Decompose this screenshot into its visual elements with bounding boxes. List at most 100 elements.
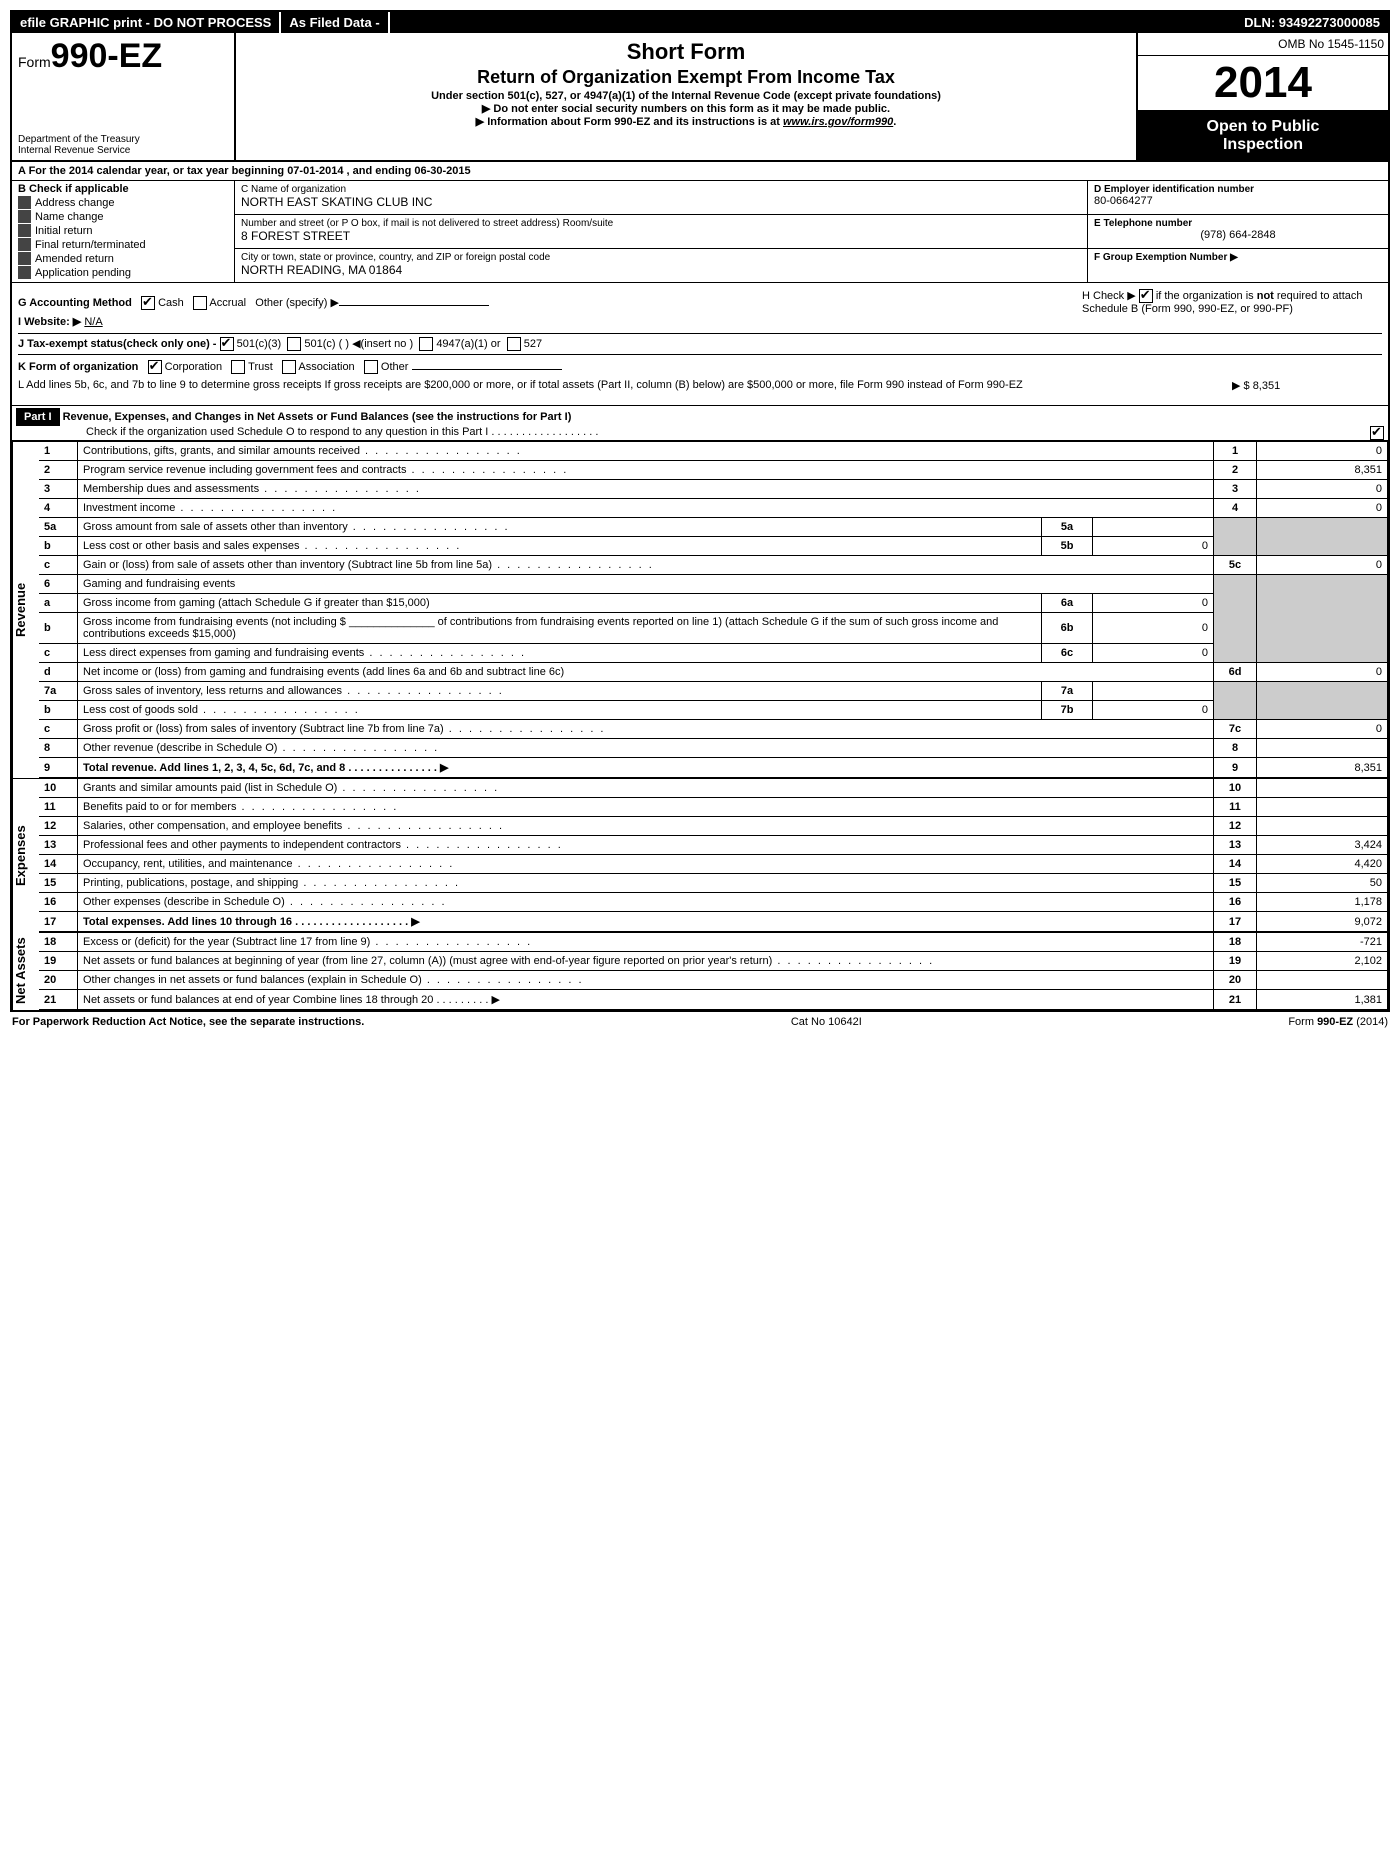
chk-pending[interactable]: Application pending	[18, 266, 228, 279]
check-501c[interactable]	[287, 337, 301, 351]
line-7c: cGross profit or (loss) from sales of in…	[39, 720, 1388, 739]
check-trust[interactable]	[231, 360, 245, 374]
street-val: 8 FOREST STREET	[241, 229, 1081, 243]
part1-badge: Part I	[16, 408, 60, 426]
check-accrual[interactable]	[193, 296, 207, 310]
title2: Return of Organization Exempt From Incom…	[246, 67, 1126, 88]
e-val: (978) 664-2848	[1094, 229, 1382, 241]
line-7b: bLess cost of goods sold7b0	[39, 701, 1388, 720]
line-5c: cGain or (loss) from sale of assets othe…	[39, 556, 1388, 575]
box-e: E Telephone number (978) 664-2848	[1088, 215, 1388, 249]
revenue-section: Revenue 1Contributions, gifts, grants, a…	[12, 441, 1388, 778]
line-h: H Check ▶ if the organization is not req…	[1082, 289, 1382, 315]
line-17: 17Total expenses. Add lines 10 through 1…	[39, 912, 1388, 932]
check-cash[interactable]	[141, 296, 155, 310]
section-bcdef: B Check if applicable Address change Nam…	[12, 181, 1388, 283]
footer-mid: Cat No 10642I	[791, 1016, 862, 1028]
line-3: 3Membership dues and assessments30	[39, 480, 1388, 499]
chk-amended[interactable]: Amended return	[18, 252, 228, 265]
street-label: Number and street (or P O box, if mail i…	[241, 218, 1081, 229]
note1: ▶ Do not enter social security numbers o…	[246, 102, 1126, 115]
title1: Short Form	[246, 39, 1126, 65]
dept2: Internal Revenue Service	[18, 145, 228, 156]
box-d: D Employer identification number 80-0664…	[1088, 181, 1388, 215]
check-h[interactable]	[1139, 289, 1153, 303]
checkbox-icon	[18, 252, 31, 265]
check-4947[interactable]	[419, 337, 433, 351]
line-15: 15Printing, publications, postage, and s…	[39, 874, 1388, 893]
chk-initial[interactable]: Initial return	[18, 224, 228, 237]
org-name-row: C Name of organization NORTH EAST SKATIN…	[235, 181, 1087, 215]
form-num: 990-EZ	[51, 37, 163, 75]
check-corp[interactable]	[148, 360, 162, 374]
line-12: 12Salaries, other compensation, and empl…	[39, 817, 1388, 836]
note2-post: .	[893, 116, 896, 128]
checkbox-icon	[18, 238, 31, 251]
open-inspection: Open to Public Inspection	[1138, 112, 1388, 160]
line-4: 4Investment income40	[39, 499, 1388, 518]
line-14: 14Occupancy, rent, utilities, and mainte…	[39, 855, 1388, 874]
irs-link[interactable]: www.irs.gov/form990	[783, 116, 893, 128]
dept-block: Department of the Treasury Internal Reve…	[18, 134, 228, 156]
part1-title: Revenue, Expenses, and Changes in Net As…	[63, 411, 572, 423]
org-name: NORTH EAST SKATING CLUB INC	[241, 195, 1081, 209]
checkbox-icon	[18, 196, 31, 209]
header-right: OMB No 1545-1150 2014 Open to Public Ins…	[1136, 33, 1388, 160]
line-1: 1Contributions, gifts, grants, and simil…	[39, 442, 1388, 461]
box-def: D Employer identification number 80-0664…	[1088, 181, 1388, 282]
website-val: N/A	[84, 316, 102, 328]
line-18: 18Excess or (deficit) for the year (Subt…	[39, 933, 1388, 952]
chk-namechange[interactable]: Name change	[18, 210, 228, 223]
open2: Inspection	[1144, 136, 1382, 154]
footer-right: Form 990-EZ (2014)	[1288, 1016, 1388, 1028]
subtitle: Under section 501(c), 527, or 4947(a)(1)…	[246, 90, 1126, 102]
other-fill[interactable]	[339, 305, 489, 306]
line-5a: 5aGross amount from sale of assets other…	[39, 518, 1388, 537]
note2-pre: ▶ Information about Form 990-EZ and its …	[476, 116, 783, 128]
checkbox-icon	[18, 224, 31, 237]
footer: For Paperwork Reduction Act Notice, see …	[10, 1012, 1390, 1032]
check-527[interactable]	[507, 337, 521, 351]
line-20: 20Other changes in net assets or fund ba…	[39, 971, 1388, 990]
top-bar: efile GRAPHIC print - DO NOT PROCESS As …	[12, 12, 1388, 33]
netassets-label: Net Assets	[12, 932, 39, 1010]
form-number: Form990-EZ	[18, 37, 228, 76]
line-16: 16Other expenses (describe in Schedule O…	[39, 893, 1388, 912]
check-schedO[interactable]	[1370, 426, 1384, 440]
d-val: 80-0664277	[1094, 195, 1382, 207]
line-7a: 7aGross sales of inventory, less returns…	[39, 682, 1388, 701]
checkbox-icon	[18, 210, 31, 223]
part1-header-row: Part I Revenue, Expenses, and Changes in…	[12, 406, 1388, 441]
line-a: A For the 2014 calendar year, or tax yea…	[12, 162, 1388, 181]
header-row: Form990-EZ Department of the Treasury In…	[12, 33, 1388, 162]
e-label: E Telephone number	[1094, 218, 1382, 229]
dept1: Department of the Treasury	[18, 134, 228, 145]
efile-label: efile GRAPHIC print - DO NOT PROCESS	[12, 12, 281, 33]
chk-final[interactable]: Final return/terminated	[18, 238, 228, 251]
form-container: efile GRAPHIC print - DO NOT PROCESS As …	[10, 10, 1390, 1012]
line-k: K Form of organization Corporation Trust…	[18, 360, 1382, 374]
line-l-text: L Add lines 5b, 6c, and 7b to line 9 to …	[18, 379, 1232, 392]
line-l-amt: ▶ $ 8,351	[1232, 379, 1382, 392]
line-a-text: A For the 2014 calendar year, or tax yea…	[12, 162, 1388, 180]
line-j: J Tax-exempt status(check only one) - 50…	[18, 333, 1382, 355]
street-row: Number and street (or P O box, if mail i…	[235, 215, 1087, 249]
open1: Open to Public	[1144, 118, 1382, 136]
part1-check: Check if the organization used Schedule …	[16, 426, 598, 438]
check-assoc[interactable]	[282, 360, 296, 374]
line-6: 6Gaming and fundraising events	[39, 575, 1388, 594]
box-b-title: B Check if applicable	[18, 183, 228, 195]
check-other[interactable]	[364, 360, 378, 374]
line-i: I Website: ▶ N/A	[18, 315, 1382, 328]
d-label: D Employer identification number	[1094, 184, 1382, 195]
line-6a: aGross income from gaming (attach Schedu…	[39, 594, 1388, 613]
check-501c3[interactable]	[220, 337, 234, 351]
line-10: 10Grants and similar amounts paid (list …	[39, 779, 1388, 798]
header-left: Form990-EZ Department of the Treasury In…	[12, 33, 236, 160]
city-label: City or town, state or province, country…	[241, 252, 1081, 263]
chk-address[interactable]: Address change	[18, 196, 228, 209]
box-c: C Name of organization NORTH EAST SKATIN…	[235, 181, 1088, 282]
checkbox-icon	[18, 266, 31, 279]
box-b: B Check if applicable Address change Nam…	[12, 181, 235, 282]
line-5b: bLess cost or other basis and sales expe…	[39, 537, 1388, 556]
